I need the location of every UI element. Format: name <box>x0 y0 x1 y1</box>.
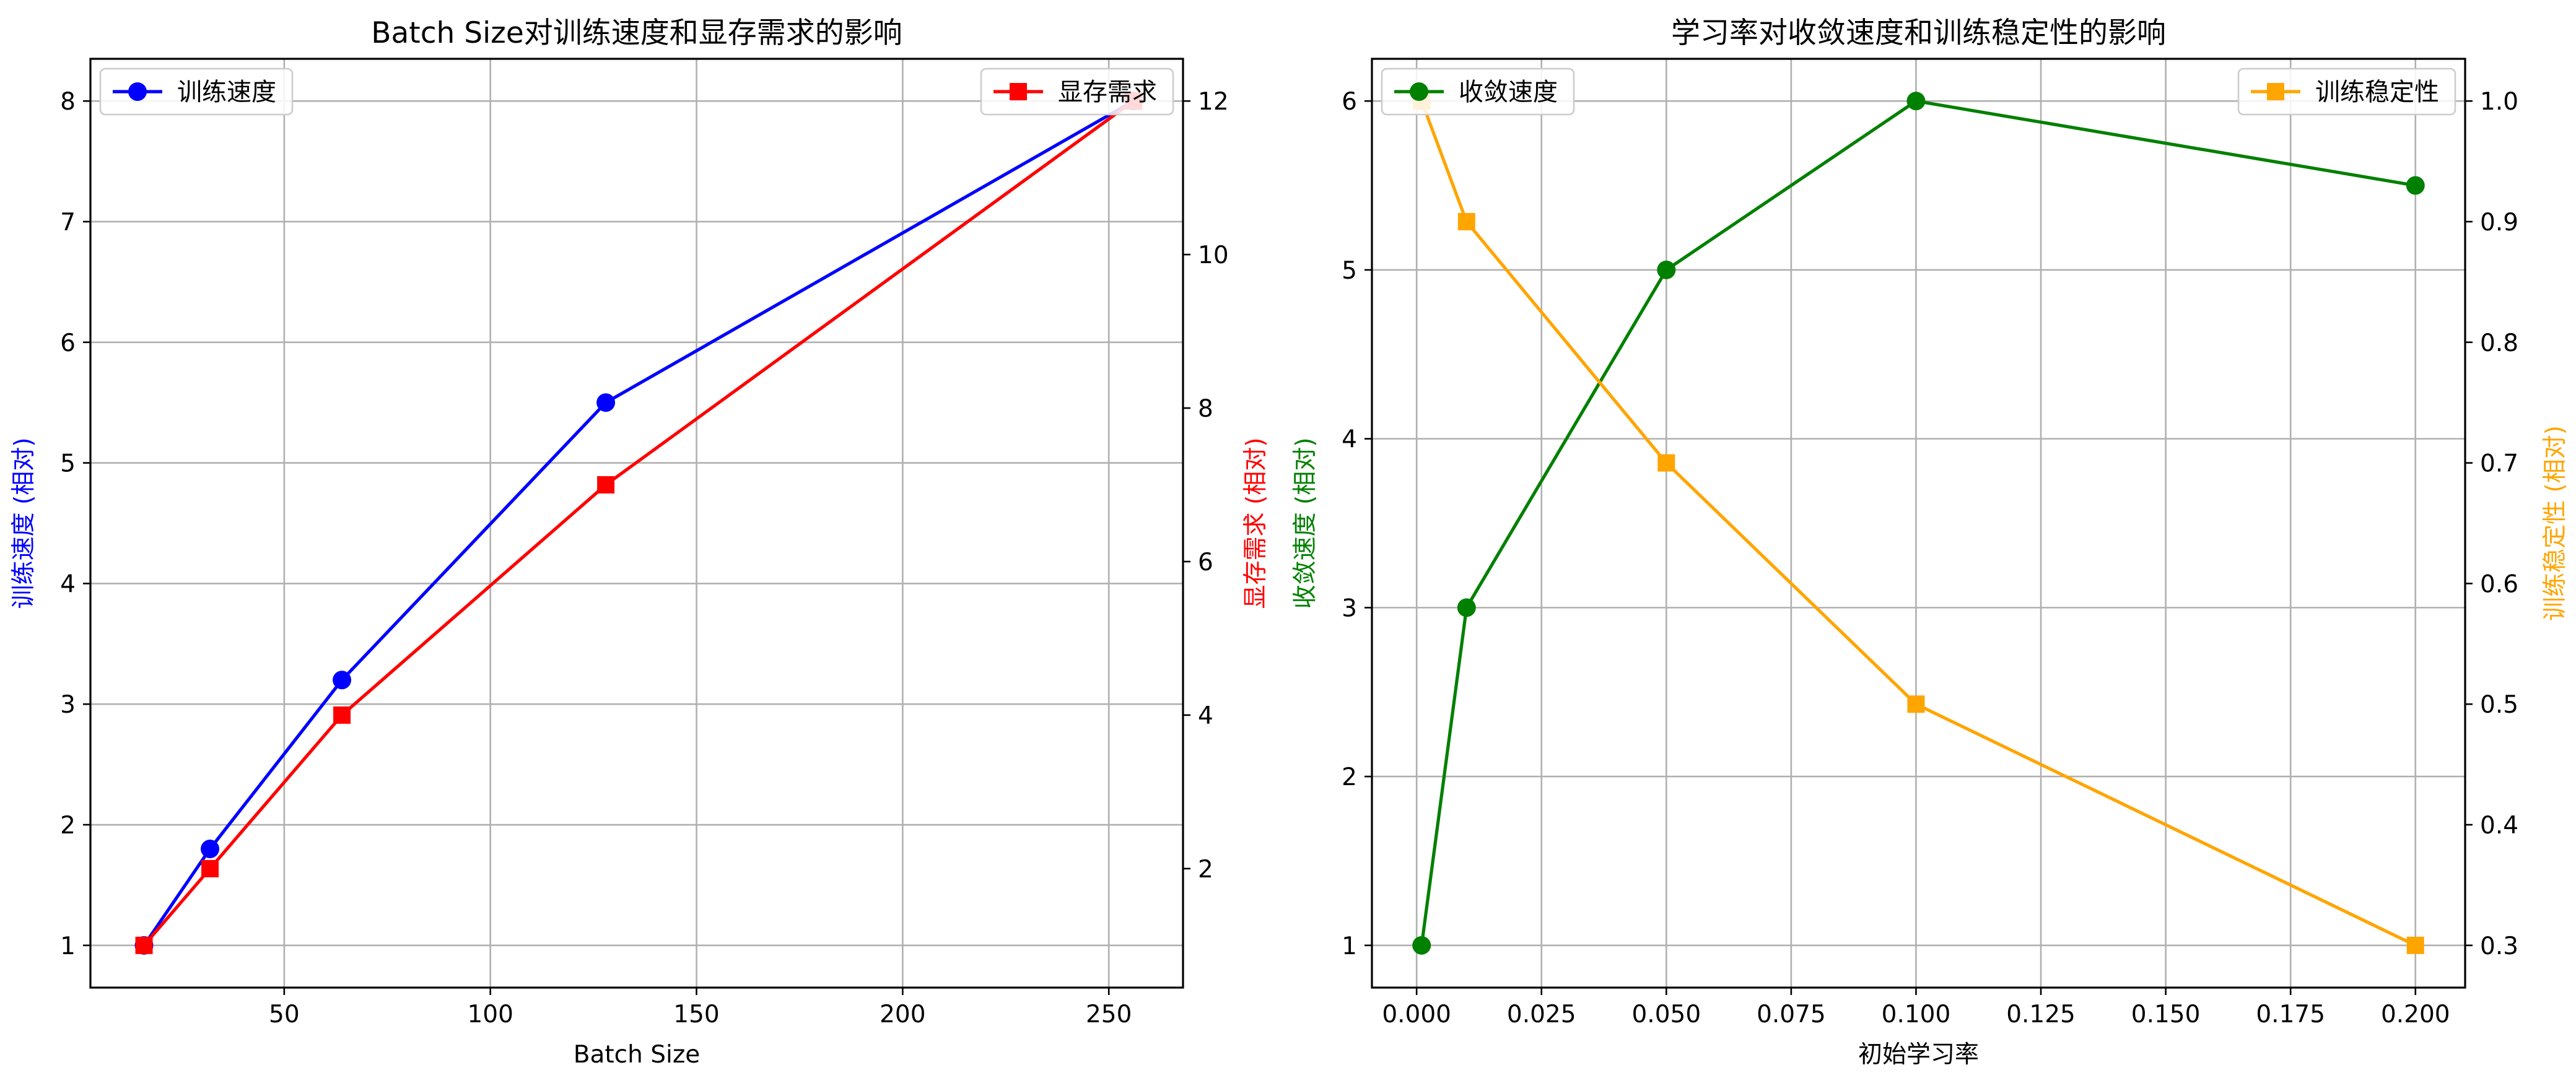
y-tick-label: 6 <box>1342 88 1357 116</box>
x-tick-label: 0.050 <box>1631 1001 1701 1028</box>
x-tick-label: 50 <box>269 1001 300 1028</box>
data-point <box>2406 936 2424 954</box>
y-tick-label: 1 <box>1342 932 1357 960</box>
x-tick-label: 0.025 <box>1507 1001 1576 1028</box>
legend-box <box>99 67 294 116</box>
legend-left: 训练速度 <box>99 67 294 116</box>
y-right-tick-label: 0.8 <box>2480 329 2518 357</box>
series-line-2 <box>142 100 1135 947</box>
y-right-tick-label: 0.9 <box>2480 209 2518 237</box>
series-line-1 <box>1420 99 2416 946</box>
y-right-tick-label: 0.4 <box>2480 812 2518 840</box>
series-line-1 <box>142 99 1135 947</box>
x-tick-label: 250 <box>1086 1001 1132 1028</box>
data-point <box>1657 260 1676 279</box>
y-right-axis-label: 训练稳定性 (相对) <box>2541 425 2569 621</box>
x-tick-label: 150 <box>673 1001 719 1028</box>
legend-marker <box>2267 83 2284 100</box>
y-right-tick-label: 0.6 <box>2480 570 2518 598</box>
data-point <box>201 839 220 858</box>
x-tick-label: 100 <box>467 1001 513 1028</box>
y-tick-label: 1 <box>60 932 76 960</box>
y-tick-label: 4 <box>60 570 76 598</box>
y-tick-label: 2 <box>60 812 76 840</box>
legend-left: 收敛速度 <box>1381 67 1575 116</box>
data-point <box>135 936 153 954</box>
legend-label: 收敛速度 <box>1459 78 1558 106</box>
y-right-tick-label: 8 <box>1198 395 1213 423</box>
y-right-tick-label: 12 <box>1198 88 1229 116</box>
x-tick-label: 0.000 <box>1382 1001 1451 1028</box>
legend-box <box>1381 67 1575 116</box>
y-right-axis-label: 显存需求 (相对) <box>1242 438 1270 609</box>
y-tick-label: 3 <box>1342 594 1357 622</box>
y-tick-label: 6 <box>60 329 76 357</box>
data-point <box>596 393 616 412</box>
legend-marker <box>1410 82 1428 101</box>
y-tick-label: 3 <box>60 691 76 719</box>
x-tick-label: 0.100 <box>1882 1001 1951 1028</box>
chart-title: Batch Size对训练速度和显存需求的影响 <box>371 16 902 50</box>
x-tick-label: 0.150 <box>2131 1001 2201 1028</box>
x-tick-label: 0.075 <box>1757 1001 1826 1028</box>
data-point <box>201 859 219 877</box>
data-point <box>1906 92 1926 111</box>
legend-marker <box>1010 83 1027 100</box>
data-point <box>333 706 351 724</box>
y-tick-label: 2 <box>1342 763 1357 791</box>
y-axis-label: 收敛速度 (相对) <box>1291 438 1319 609</box>
x-tick-label: 200 <box>880 1001 925 1028</box>
y-right-tick-label: 4 <box>1198 702 1213 730</box>
data-point <box>2406 176 2425 195</box>
data-point <box>597 476 615 494</box>
legend-marker <box>128 82 147 101</box>
y-right-tick-label: 10 <box>1198 241 1229 269</box>
plot-frame <box>89 58 1184 989</box>
data-point <box>1412 936 1431 955</box>
legend-label: 训练稳定性 <box>2315 78 2439 106</box>
y-tick-label: 5 <box>60 450 76 478</box>
legend-right: 训练稳定性 <box>2237 67 2456 116</box>
y-tick-label: 5 <box>1342 257 1357 285</box>
y-right-tick-label: 2 <box>1198 856 1213 884</box>
plot-frame <box>1371 58 2466 989</box>
data-point <box>333 671 352 690</box>
series-line-2 <box>1420 100 2416 947</box>
chart-title: 学习率对收敛速度和训练稳定性的影响 <box>1671 16 2166 50</box>
x-tick-label: 0.175 <box>2256 1001 2325 1028</box>
x-tick-label: 0.200 <box>2381 1001 2450 1028</box>
y-tick-label: 8 <box>60 88 76 116</box>
legend-right: 显存需求 <box>980 67 1174 116</box>
x-axis-label: Batch Size <box>574 1041 701 1069</box>
legend-label: 显存需求 <box>1058 78 1157 106</box>
y-right-tick-label: 0.7 <box>2480 450 2518 478</box>
data-point <box>1657 454 1675 472</box>
data-point <box>1457 212 1475 230</box>
y-tick-label: 7 <box>60 209 76 237</box>
y-right-tick-label: 0.5 <box>2480 691 2518 719</box>
legend-box <box>980 67 1174 116</box>
y-right-tick-label: 0.3 <box>2480 932 2518 960</box>
y-right-tick-label: 6 <box>1198 549 1213 576</box>
data-point <box>1457 598 1476 617</box>
data-point <box>1907 695 1925 713</box>
legend-label: 训练速度 <box>177 78 276 106</box>
x-tick-label: 0.125 <box>2006 1001 2076 1028</box>
y-right-tick-label: 1.0 <box>2480 88 2518 116</box>
legend-box <box>2237 67 2456 116</box>
y-tick-label: 4 <box>1342 426 1357 454</box>
x-axis-label: 初始学习率 <box>1858 1041 1979 1069</box>
y-axis-label: 训练速度 (相对) <box>10 438 38 609</box>
chart-panel-2: 0.000 0.025 0.050 0.075 0.100 0.125 0.150 0.175… <box>1291 16 2569 1069</box>
